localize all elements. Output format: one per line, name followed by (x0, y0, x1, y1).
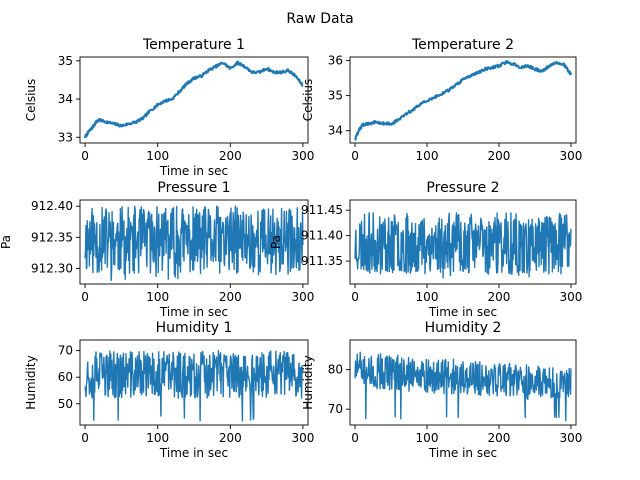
x-tick-label: 0 (351, 149, 359, 163)
plot-frame-pressure-2 (349, 199, 577, 285)
x-tick-label: 200 (219, 290, 242, 304)
x-tick-label: 0 (81, 149, 89, 163)
y-tick-label: 34 (328, 124, 343, 138)
plot-frame-humidity-1 (79, 339, 309, 426)
subplot-grid: 0 100 200 300 33 34 35 Time in sec Celsius Temper… (0, 37, 582, 460)
x-tick-label: 300 (291, 149, 314, 163)
y-tick-label: 34 (58, 92, 73, 106)
subplot-title-temperature-1: Temperature 1 (142, 37, 245, 53)
plot-frame-temperature-1 (79, 56, 309, 144)
x-tick-label: 0 (81, 431, 89, 445)
series-line-temperature-1 (84, 60, 304, 139)
plot-frame-humidity-2 (349, 339, 577, 426)
series-line-humidity-1 (84, 350, 304, 422)
x-tick-label: 300 (560, 149, 583, 163)
x-tick-label: 200 (488, 431, 511, 445)
y-tick-label: 70 (328, 402, 343, 416)
y-tick-label: 35 (328, 89, 343, 103)
y-axis-label-pressure-1: Pa (0, 235, 13, 249)
y-tick-label: 33 (58, 130, 73, 144)
y-tick-label: 60 (58, 370, 73, 384)
subplot-pressure-1: 0 100 200 300 912.30 912.35 912.40 Time in sec P… (0, 180, 314, 319)
x-tick-label: 300 (291, 431, 314, 445)
y-tick-label: 912.35 (31, 230, 73, 244)
x-axis-label-pressure-1: Time in sec (159, 305, 228, 319)
subplot-temperature-1: 0 100 200 300 33 34 35 Time in sec Celsius Temper… (24, 37, 314, 178)
plot-frame-pressure-1 (79, 199, 309, 285)
x-tick-label: 100 (146, 431, 169, 445)
y-tick-label: 911.35 (301, 254, 343, 268)
x-tick-label: 300 (560, 290, 583, 304)
x-tick-label: 0 (351, 431, 359, 445)
x-tick-label: 100 (416, 431, 439, 445)
y-tick-label: 50 (58, 397, 73, 411)
x-tick-label: 100 (146, 290, 169, 304)
subplot-humidity-1: 0 100 200 300 50 60 70 Time in sec Humidity Humid… (24, 320, 314, 460)
subplot-title-pressure-2: Pressure 2 (426, 180, 499, 196)
x-tick-label: 0 (81, 290, 89, 304)
subplot-title-pressure-1: Pressure 1 (157, 180, 230, 196)
subplot-title-humidity-1: Humidity 1 (156, 320, 233, 336)
y-axis-label-humidity-1: Humidity (24, 355, 38, 409)
subplot-title-humidity-2: Humidity 2 (425, 320, 502, 336)
x-tick-label: 200 (488, 290, 511, 304)
x-axis-label-temperature-1: Time in sec (159, 164, 228, 178)
plot-frame-temperature-2 (349, 56, 577, 144)
y-tick-label: 70 (58, 344, 73, 358)
series-line-temperature-2 (354, 60, 573, 142)
figure-title: Raw Data (286, 11, 353, 27)
y-tick-label: 911.45 (301, 203, 343, 217)
y-tick-label: 912.30 (31, 261, 73, 275)
series-line-humidity-2 (354, 351, 572, 422)
y-axis-label-humidity-2: Humidity (301, 355, 315, 409)
x-tick-label: 200 (488, 149, 511, 163)
x-axis-label-humidity-2: Time in sec (428, 446, 497, 460)
y-axis-label-temperature-2: Celsius (301, 79, 315, 122)
x-tick-label: 100 (146, 149, 169, 163)
x-axis-label-pressure-2: Time in sec (428, 305, 497, 319)
y-tick-label: 911.40 (301, 229, 343, 243)
subplot-temperature-2: 0 100 200 300 34 35 36 Celsius Temperature 2 (301, 37, 582, 163)
x-tick-label: 100 (416, 290, 439, 304)
y-axis-label-temperature-1: Celsius (24, 79, 38, 122)
series-line-pressure-2 (354, 212, 572, 279)
x-tick-label: 300 (560, 431, 583, 445)
x-tick-label: 0 (351, 290, 359, 304)
y-tick-label: 912.40 (31, 199, 73, 213)
x-tick-label: 300 (291, 290, 314, 304)
subplot-title-temperature-2: Temperature 2 (411, 37, 514, 53)
x-tick-label: 100 (416, 149, 439, 163)
y-tick-label: 80 (328, 363, 343, 377)
y-axis-label-pressure-2: Pa (269, 235, 283, 249)
y-tick-label: 35 (58, 54, 73, 68)
subplot-humidity-2: 0 100 200 300 70 80 Time in sec Humidity Humidit… (301, 320, 582, 460)
x-axis-label-humidity-1: Time in sec (159, 446, 228, 460)
y-tick-label: 36 (328, 54, 343, 68)
x-tick-label: 200 (219, 149, 242, 163)
subplot-pressure-2: 0 100 200 300 911.35 911.40 911.45 Time in sec P… (269, 180, 582, 319)
x-tick-label: 200 (219, 431, 242, 445)
series-line-pressure-1 (84, 205, 304, 281)
